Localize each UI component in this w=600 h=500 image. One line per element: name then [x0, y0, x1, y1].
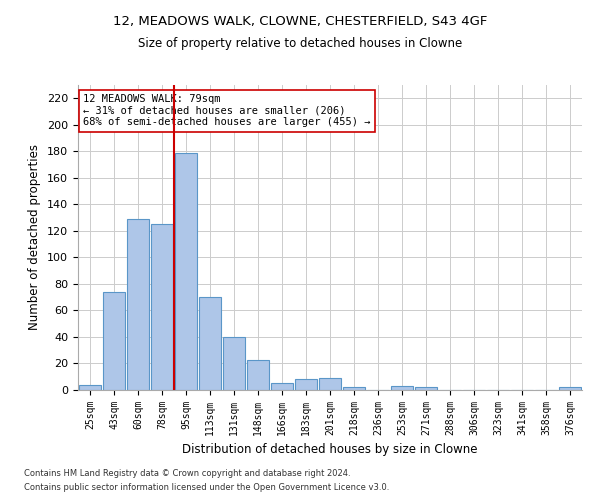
Bar: [199, 297, 221, 390]
Bar: [127, 219, 149, 390]
Text: 12 MEADOWS WALK: 79sqm
← 31% of detached houses are smaller (206)
68% of semi-de: 12 MEADOWS WALK: 79sqm ← 31% of detached…: [83, 94, 371, 128]
Bar: [223, 337, 245, 390]
Bar: [343, 388, 365, 390]
Bar: [247, 360, 269, 390]
Bar: [295, 380, 317, 390]
Bar: [391, 386, 413, 390]
Bar: [79, 384, 101, 390]
Text: Contains HM Land Registry data © Crown copyright and database right 2024.: Contains HM Land Registry data © Crown c…: [24, 468, 350, 477]
Bar: [559, 388, 581, 390]
Bar: [319, 378, 341, 390]
X-axis label: Distribution of detached houses by size in Clowne: Distribution of detached houses by size …: [182, 444, 478, 456]
Bar: [151, 224, 173, 390]
Bar: [175, 152, 197, 390]
Bar: [271, 384, 293, 390]
Bar: [103, 292, 125, 390]
Text: Contains public sector information licensed under the Open Government Licence v3: Contains public sector information licen…: [24, 484, 389, 492]
Bar: [415, 388, 437, 390]
Text: Size of property relative to detached houses in Clowne: Size of property relative to detached ho…: [138, 38, 462, 51]
Text: 12, MEADOWS WALK, CLOWNE, CHESTERFIELD, S43 4GF: 12, MEADOWS WALK, CLOWNE, CHESTERFIELD, …: [113, 15, 487, 28]
Y-axis label: Number of detached properties: Number of detached properties: [28, 144, 41, 330]
